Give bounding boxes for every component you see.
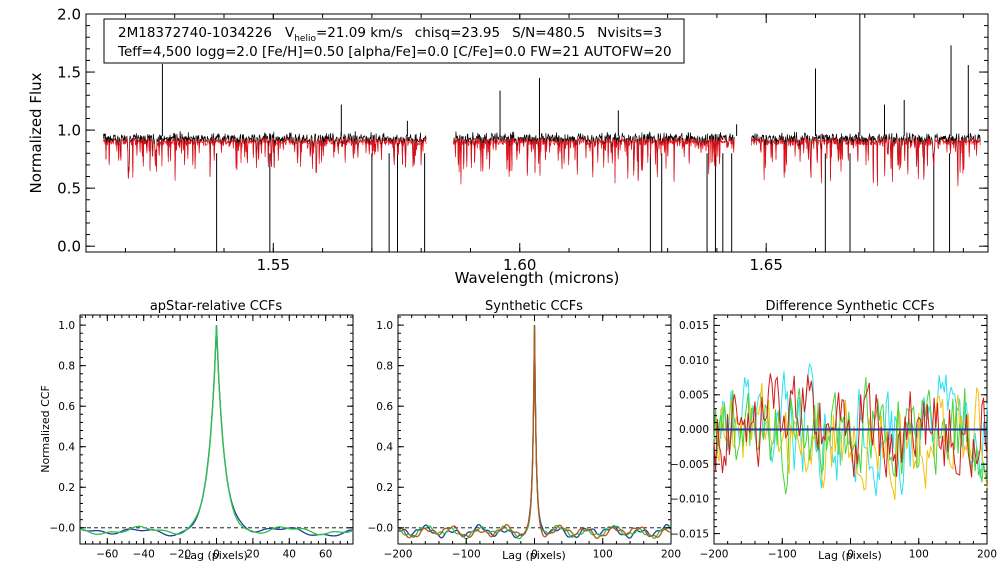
model-spectrum-line — [452, 136, 735, 185]
y-tick-label: 0.6 — [376, 401, 393, 413]
y-tick-label: 0.6 — [58, 401, 75, 413]
x-tick-label: 0 — [847, 549, 854, 561]
synthetic-ccf-title: Synthetic CCFs — [485, 299, 583, 314]
difference-ccf-panel: −200 −100 0 100 200 −0.015 −0.010 −0.005 0.000 0.… — [670, 299, 997, 562]
x-tick-label: −200 — [700, 549, 729, 561]
spectrum-axes-frame — [85, 13, 989, 253]
vhelio-prefix: V — [285, 25, 295, 41]
synthetic-ccf-xlabel: Lag (pixels) — [502, 549, 566, 562]
y-tick-label: 0.5 — [57, 179, 81, 197]
spectrum-xlabel: Wavelength (microns) — [455, 269, 620, 287]
x-tick-label: 0 — [531, 549, 538, 561]
apstar-ccf-ylabel: Normalized CCF — [39, 385, 52, 473]
y-tick-label: −0.0 — [368, 522, 394, 534]
y-tick-label: −0.0 — [50, 522, 76, 534]
y-tick-label: 0.0 — [57, 237, 81, 255]
snr-value: S/N=480.5 — [512, 25, 585, 41]
y-tick-label: 0.2 — [376, 482, 393, 494]
nvisits-value: Nvisits=3 — [597, 25, 662, 41]
x-tick-label: 20 — [246, 549, 259, 561]
info-box — [103, 18, 685, 64]
x-tick-label: 200 — [977, 549, 997, 561]
y-tick-label: 0.4 — [376, 441, 393, 453]
y-tick-label: 1.0 — [57, 121, 81, 139]
apstar-ccf-title: apStar-relative CCFs — [150, 299, 283, 314]
y-tick-label: 0.015 — [679, 320, 709, 332]
apstar-ccf-ticks: −60 −40 −20 0 20 40 60 −0.0 0.2 0.4 0.6 0.8 1.0 — [50, 315, 353, 561]
vhelio-subscript: helio — [294, 34, 316, 44]
spectrum-ylabel: Normalized Flux — [27, 72, 45, 193]
difference-ccf-title: Difference Synthetic CCFs — [765, 299, 934, 314]
y-tick-label: −0.015 — [670, 528, 709, 540]
x-tick-label: 1.60 — [503, 256, 536, 274]
x-tick-label: −20 — [169, 549, 191, 561]
difference-ccf-ticks: −200 −100 0 100 200 −0.015 −0.010 −0.005 0.000 0.… — [670, 315, 997, 561]
y-tick-label: 0.2 — [58, 482, 75, 494]
x-tick-label: −100 — [768, 549, 797, 561]
x-tick-label: 200 — [661, 549, 681, 561]
x-tick-label: 40 — [283, 549, 296, 561]
y-tick-label: 0.010 — [679, 355, 709, 367]
apstar-ccf-plot-area — [79, 325, 354, 537]
synthetic-ccf-plot-area — [397, 325, 672, 540]
spectrum-plot-area — [102, 14, 981, 252]
x-tick-label: −40 — [133, 549, 155, 561]
synthetic-ccf-panel: −200 −100 0 100 200 −0.0 0.2 0.4 0.6 0.8 1.0 Synth… — [368, 299, 682, 562]
x-tick-label: 100 — [593, 549, 613, 561]
synthetic-ccf-ticks: −200 −100 0 100 200 −0.0 0.2 0.4 0.6 0.8 1.0 — [368, 315, 681, 561]
star-id: 2M18372740-1034226 — [118, 25, 272, 41]
x-tick-label: 0 — [213, 549, 220, 561]
difference-series-4 — [713, 373, 988, 478]
y-tick-label: 0.005 — [679, 389, 709, 401]
y-tick-label: 2.0 — [57, 5, 81, 23]
ccf-series-3 — [397, 325, 672, 539]
y-tick-label: 0.000 — [679, 424, 709, 436]
difference-series-3 — [713, 377, 988, 495]
x-tick-label: −200 — [384, 549, 413, 561]
difference-ccf-plot-area — [713, 362, 988, 500]
x-tick-label: −100 — [452, 549, 481, 561]
y-tick-label: 0.4 — [58, 441, 75, 453]
x-tick-label: 1.55 — [257, 256, 290, 274]
spectrum-panel: 1.55 1.60 1.65 0.0 0.5 1.0 1.5 2.0 Wavelength (… — [27, 5, 989, 287]
difference-ccf-xlabel: Lag (pixels) — [818, 549, 882, 562]
spectrum-ticks: 1.55 1.60 1.65 0.0 0.5 1.0 1.5 2.0 — [57, 5, 988, 274]
x-tick-label: 60 — [319, 549, 332, 561]
difference-series-2 — [713, 382, 988, 500]
y-tick-label: −0.005 — [670, 459, 709, 471]
model-spectrum-line — [102, 137, 427, 181]
apstar-ccf-xlabel: Lag (pixels) — [184, 549, 248, 562]
chisq-value: chisq=23.95 — [415, 25, 500, 41]
y-tick-label: 1.5 — [57, 63, 81, 81]
info-line-2: Teff=4,500 logg=2.0 [Fe/H]=0.50 [alpha/F… — [117, 44, 672, 60]
y-tick-label: 0.8 — [58, 360, 75, 372]
x-tick-label: −60 — [96, 549, 118, 561]
y-tick-label: 1.0 — [58, 320, 75, 332]
info-line-1: 2M18372740-1034226 Vhelio=21.09 km/s chisq… — [118, 25, 662, 44]
model-spectrum-line — [751, 136, 981, 187]
vhelio-value: =21.09 km/s — [316, 25, 403, 41]
y-tick-label: 1.0 — [376, 320, 393, 332]
ccf-series-1 — [79, 325, 353, 537]
apstar-ccf-axes-frame — [79, 314, 354, 545]
x-tick-label: 100 — [909, 549, 929, 561]
x-tick-label: 1.65 — [749, 256, 782, 274]
y-tick-label: −0.010 — [670, 494, 709, 506]
apstar-ccf-panel: −60 −40 −20 0 20 40 60 −0.0 0.2 0.4 0.6 0.8 1.0 apSt… — [39, 299, 354, 562]
ccf-series-2 — [80, 325, 354, 536]
y-tick-label: 0.8 — [376, 360, 393, 372]
